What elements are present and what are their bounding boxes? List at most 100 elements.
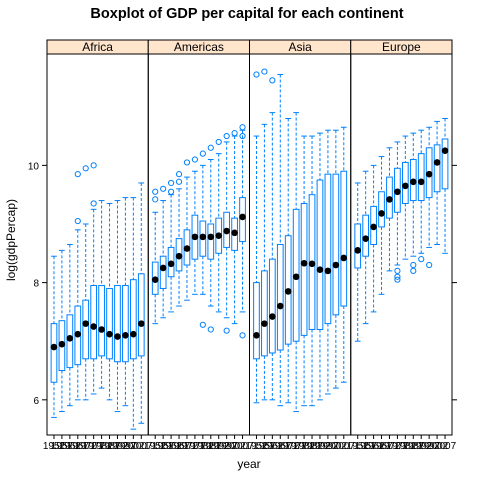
x-tick-label: 1972 xyxy=(75,441,98,452)
box-europe-1997 xyxy=(425,126,433,269)
box-americas-1952 xyxy=(151,188,159,325)
y-axis: 6 8 10 xyxy=(28,161,457,407)
median-dot xyxy=(300,259,308,267)
x-axis-label: year xyxy=(237,457,260,471)
x-tick-label: 2002 xyxy=(223,441,246,452)
strip-label-asia: Asia xyxy=(288,40,312,54)
outlier-point xyxy=(90,162,97,169)
y-tick-label: 10 xyxy=(28,161,40,172)
box-americas-1997 xyxy=(223,132,231,334)
median-dot xyxy=(215,232,223,240)
x-tick-label: 1997 xyxy=(418,441,441,452)
x-tick-label: 1952 xyxy=(144,441,167,452)
outlier-point xyxy=(183,159,191,166)
box-africa-1997 xyxy=(122,197,129,407)
outlier-point xyxy=(426,261,433,269)
iqr-box xyxy=(50,323,58,383)
iqr-box xyxy=(332,173,340,316)
median-dot xyxy=(433,159,441,166)
median-dot xyxy=(425,170,433,178)
panel-asia: Asia xyxy=(249,39,352,436)
median-dot xyxy=(441,147,449,155)
median-dot xyxy=(191,233,199,241)
outlier-point xyxy=(394,273,401,280)
box-americas-1967 xyxy=(175,171,183,307)
outlier-point xyxy=(167,179,175,187)
iqr-box xyxy=(417,153,425,202)
box-europe-1962 xyxy=(370,164,377,313)
outlier-point xyxy=(74,171,81,178)
iqr-box xyxy=(316,179,324,330)
iqr-box xyxy=(114,285,121,363)
y-tick-label: 8 xyxy=(33,279,39,290)
x-tick-label: 1997 xyxy=(216,441,239,452)
panel-frame xyxy=(350,53,453,436)
box-europe-1972 xyxy=(386,147,393,272)
median-dot xyxy=(74,330,82,338)
x-tick-label: 1992 xyxy=(208,441,231,452)
outlier-point xyxy=(175,178,183,185)
outlier-point xyxy=(167,188,175,195)
x-axis: 1952195719621967197219771982198719921997… xyxy=(43,435,457,452)
x-tick-label: 1992 xyxy=(410,441,433,452)
box-europe-1967 xyxy=(378,156,385,295)
median-dot xyxy=(90,323,97,330)
x-tick-label: 1952 xyxy=(347,441,370,452)
box-africa-1982 xyxy=(98,200,105,389)
x-tick-label: 1962 xyxy=(59,441,82,452)
median-dot xyxy=(354,247,362,254)
box-asia-1987 xyxy=(308,135,316,407)
outlier-point xyxy=(74,217,81,225)
x-tick-label: 1957 xyxy=(355,441,378,452)
median-dot xyxy=(50,343,58,351)
x-tick-label: 1997 xyxy=(317,441,340,452)
box-asia-1967 xyxy=(276,74,284,407)
box-americas-1962 xyxy=(167,179,175,313)
box-asia-1957 xyxy=(261,68,268,401)
median-dot xyxy=(417,178,425,186)
box-asia-1952 xyxy=(253,71,260,404)
x-tick-label: 1967 xyxy=(269,441,292,452)
box-europe-1977 xyxy=(394,141,401,283)
iqr-box xyxy=(324,173,332,325)
x-tick-label: 1987 xyxy=(301,441,324,452)
box-asia-1972 xyxy=(284,117,292,404)
x-tick-label: 2002 xyxy=(122,441,145,452)
iqr-box xyxy=(129,279,137,360)
box-africa-1992 xyxy=(114,200,121,413)
outlier-point xyxy=(207,144,214,151)
median-dot xyxy=(284,288,292,295)
x-tick-label: 1992 xyxy=(309,441,332,452)
median-dot xyxy=(253,332,260,339)
box-asia-1977 xyxy=(292,112,300,413)
box-asia-1982 xyxy=(300,135,308,407)
box-americas-2007 xyxy=(239,124,246,339)
box-europe-2007 xyxy=(441,117,449,254)
iqr-box xyxy=(354,223,362,269)
median-dot xyxy=(207,233,215,241)
median-dot xyxy=(269,313,276,320)
box-americas-1987 xyxy=(207,144,215,333)
iqr-box xyxy=(441,138,449,190)
y-tick-label: 6 xyxy=(33,396,39,407)
median-dot xyxy=(308,260,316,268)
strip-label-americas: Americas xyxy=(174,40,224,54)
box-europe-1982 xyxy=(401,135,409,260)
iqr-box xyxy=(433,144,441,193)
median-dot xyxy=(362,235,369,242)
x-tick-label: 1977 xyxy=(83,441,106,452)
box-asia-1992 xyxy=(316,132,324,401)
x-tick-label: 2007 xyxy=(333,441,356,452)
median-dot xyxy=(183,245,191,252)
outlier-point xyxy=(223,327,230,334)
median-dot xyxy=(231,229,238,237)
box-africa-1972 xyxy=(82,165,90,401)
x-tick-label: 1987 xyxy=(402,441,425,452)
median-dot xyxy=(402,182,409,190)
x-tick-label: 2002 xyxy=(426,441,449,452)
median-dot xyxy=(316,266,324,274)
x-tick-label: 1967 xyxy=(67,441,90,452)
x-tick-label: 2007 xyxy=(434,441,457,452)
median-dot xyxy=(58,340,66,348)
